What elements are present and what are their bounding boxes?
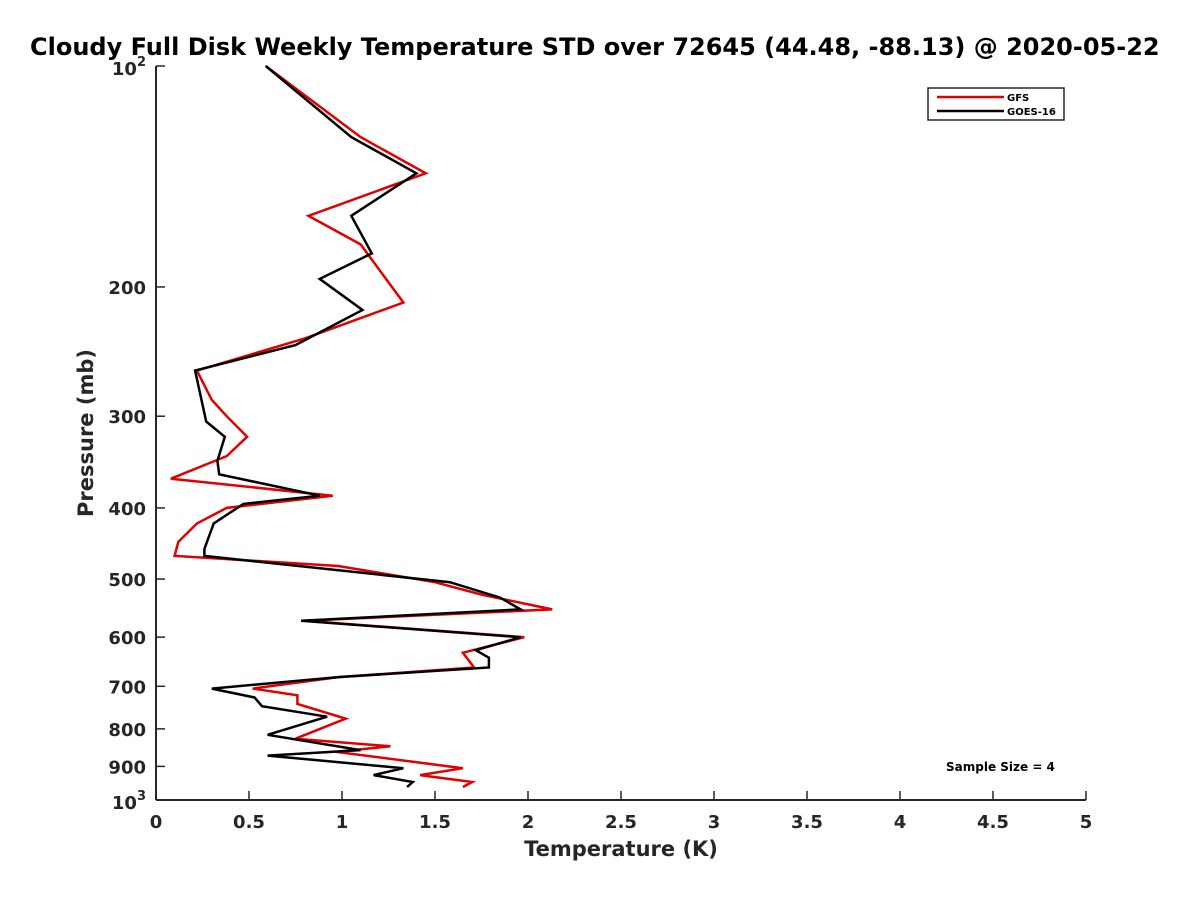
x-tick-label: 1.5 <box>419 812 451 833</box>
y-tick-label: 500 <box>108 570 146 591</box>
x-tick-label: 0.5 <box>233 812 265 833</box>
y-ticks: 102 200 300 400 500 600 700 800 900 103 <box>108 55 165 814</box>
x-ticks: 0 0.5 1 1.5 2 2.5 3 3.5 4 4.5 5 <box>150 791 1093 833</box>
plot-area <box>155 66 1086 801</box>
x-axis-label: Temperature (K) <box>524 837 718 861</box>
legend-label-gfs: GFS <box>1007 93 1029 104</box>
sample-size-annotation: Sample Size = 4 <box>946 760 1055 774</box>
y-tick-label: 900 <box>108 757 146 778</box>
legend-box <box>927 87 1065 121</box>
y-tick-label: 103 <box>112 789 146 814</box>
y-tick-label: 400 <box>108 499 146 520</box>
legend-label-goes-16: GOES-16 <box>1007 107 1056 118</box>
y-tick-label: 800 <box>108 720 146 741</box>
series-line-gfs <box>170 64 553 789</box>
x-tick-label: 4.5 <box>977 812 1009 833</box>
y-axis-label: Pressure (mb) <box>74 349 98 517</box>
x-tick-label: 3.5 <box>791 812 823 833</box>
y-tick-label: 102 <box>112 55 146 80</box>
x-tick-label: 3 <box>708 812 721 833</box>
x-tick-label: 2 <box>522 812 535 833</box>
y-tick-label: 300 <box>108 407 146 428</box>
x-tick-label: 1 <box>336 812 349 833</box>
chart-title: Cloudy Full Disk Weekly Temperature STD … <box>30 33 1160 61</box>
x-tick-label: 5 <box>1080 812 1093 833</box>
y-tick-label: 600 <box>108 628 146 649</box>
legend: GFS GOES-16 <box>927 87 1065 121</box>
y-tick-label: 200 <box>108 278 146 299</box>
x-tick-label: 4 <box>894 812 907 833</box>
y-tick-label: 700 <box>108 677 146 698</box>
x-tick-label: 0 <box>150 812 163 833</box>
x-tick-label: 2.5 <box>605 812 637 833</box>
series-layer <box>170 64 553 789</box>
series-line-goes-16 <box>193 65 525 788</box>
